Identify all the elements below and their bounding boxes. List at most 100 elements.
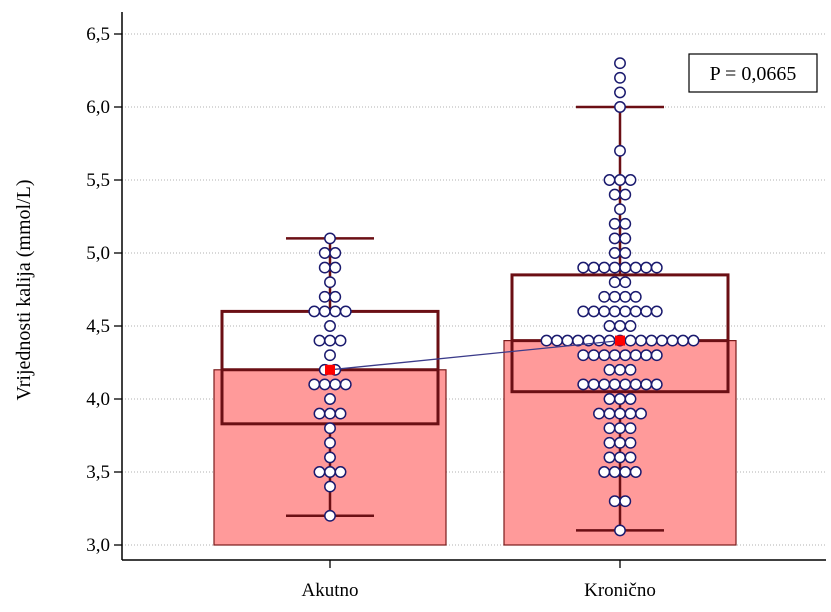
data-point — [635, 407, 647, 420]
data-point — [687, 334, 700, 347]
data-point — [608, 466, 621, 478]
data-point — [603, 407, 616, 420]
data-point — [577, 378, 590, 391]
data-point — [614, 174, 626, 186]
data-point — [614, 524, 626, 537]
data-point — [614, 86, 626, 99]
data-point — [619, 378, 632, 391]
data-point — [598, 261, 611, 274]
data-point — [614, 451, 626, 464]
data-point — [614, 436, 626, 449]
y-tick-label: 6,0 — [86, 97, 110, 118]
data-point — [308, 378, 321, 391]
data-point — [603, 393, 616, 405]
data-point — [624, 393, 637, 405]
data-point — [619, 349, 632, 362]
y-tick-label: 4,5 — [86, 316, 110, 337]
data-point — [329, 378, 342, 391]
data-point — [624, 174, 637, 186]
data-point — [598, 305, 611, 318]
data-point — [640, 378, 653, 391]
data-point — [629, 290, 642, 303]
data-point — [624, 334, 637, 347]
data-point — [329, 305, 342, 318]
data-point — [619, 261, 632, 274]
data-point — [324, 393, 336, 405]
data-point — [624, 407, 637, 420]
data-point — [608, 261, 621, 274]
data-point — [614, 144, 626, 157]
data-point — [324, 407, 336, 420]
data-point — [640, 261, 653, 274]
data-point — [313, 466, 326, 478]
data-point — [650, 261, 663, 274]
mean-marker — [325, 364, 335, 375]
data-point — [329, 261, 342, 274]
data-point — [334, 334, 347, 347]
data-point — [603, 451, 616, 464]
data-point — [324, 480, 336, 493]
data-point — [629, 305, 642, 318]
data-point — [614, 101, 626, 113]
data-point — [624, 436, 637, 449]
data-point — [608, 305, 621, 318]
data-point — [614, 57, 626, 70]
data-point — [650, 305, 663, 318]
data-point — [666, 334, 679, 347]
data-point — [334, 407, 347, 420]
data-point — [339, 378, 352, 391]
y-tick-label: 6,5 — [86, 24, 110, 45]
data-point — [624, 320, 637, 332]
data-point — [587, 261, 600, 274]
data-point — [614, 363, 626, 376]
data-point — [318, 261, 331, 274]
data-point — [540, 334, 553, 347]
box — [510, 273, 730, 394]
data-point — [318, 305, 331, 318]
y-ticks: 3,0 3,5 4,0 4,5 5,0 5,5 6,0 6,5 — [86, 24, 122, 556]
data-point — [603, 422, 616, 435]
data-point — [619, 217, 632, 230]
data-point — [598, 290, 611, 303]
p-value-box — [688, 53, 818, 93]
data-point — [640, 305, 653, 318]
data-point — [603, 363, 616, 376]
data-point — [624, 451, 637, 464]
y-tick-label: 3,5 — [86, 462, 110, 483]
data-point — [619, 466, 632, 478]
data-point — [619, 188, 632, 201]
mean-marker — [615, 335, 625, 346]
data-point — [608, 217, 621, 230]
p-value-annotation: P = 0,0665 — [688, 53, 818, 93]
data-point — [614, 393, 626, 405]
data-point — [677, 334, 689, 347]
data-point — [587, 349, 600, 362]
data-point — [635, 334, 647, 347]
data-point — [324, 334, 336, 347]
data-point — [593, 407, 605, 420]
data-point — [334, 466, 347, 478]
data-point — [608, 247, 621, 259]
data-point — [619, 247, 632, 259]
mean-connector — [325, 335, 625, 375]
data-point — [608, 290, 621, 303]
data-point — [656, 334, 668, 347]
data-point — [339, 305, 352, 318]
data-point — [614, 71, 626, 84]
data-point — [561, 334, 574, 347]
data-point — [318, 290, 331, 303]
data-point — [608, 276, 621, 289]
data-point — [608, 188, 621, 201]
data-point — [598, 378, 611, 391]
data-point — [324, 320, 336, 332]
data-point — [619, 495, 632, 508]
data-point — [603, 320, 616, 332]
data-point — [629, 349, 642, 362]
data-point — [577, 305, 590, 318]
data-point — [614, 422, 626, 435]
data-points — [308, 57, 700, 537]
data-point — [324, 466, 336, 478]
data-point — [629, 378, 642, 391]
y-tick-label: 4,0 — [86, 389, 110, 410]
x-tick-label: Kronično — [584, 580, 656, 601]
